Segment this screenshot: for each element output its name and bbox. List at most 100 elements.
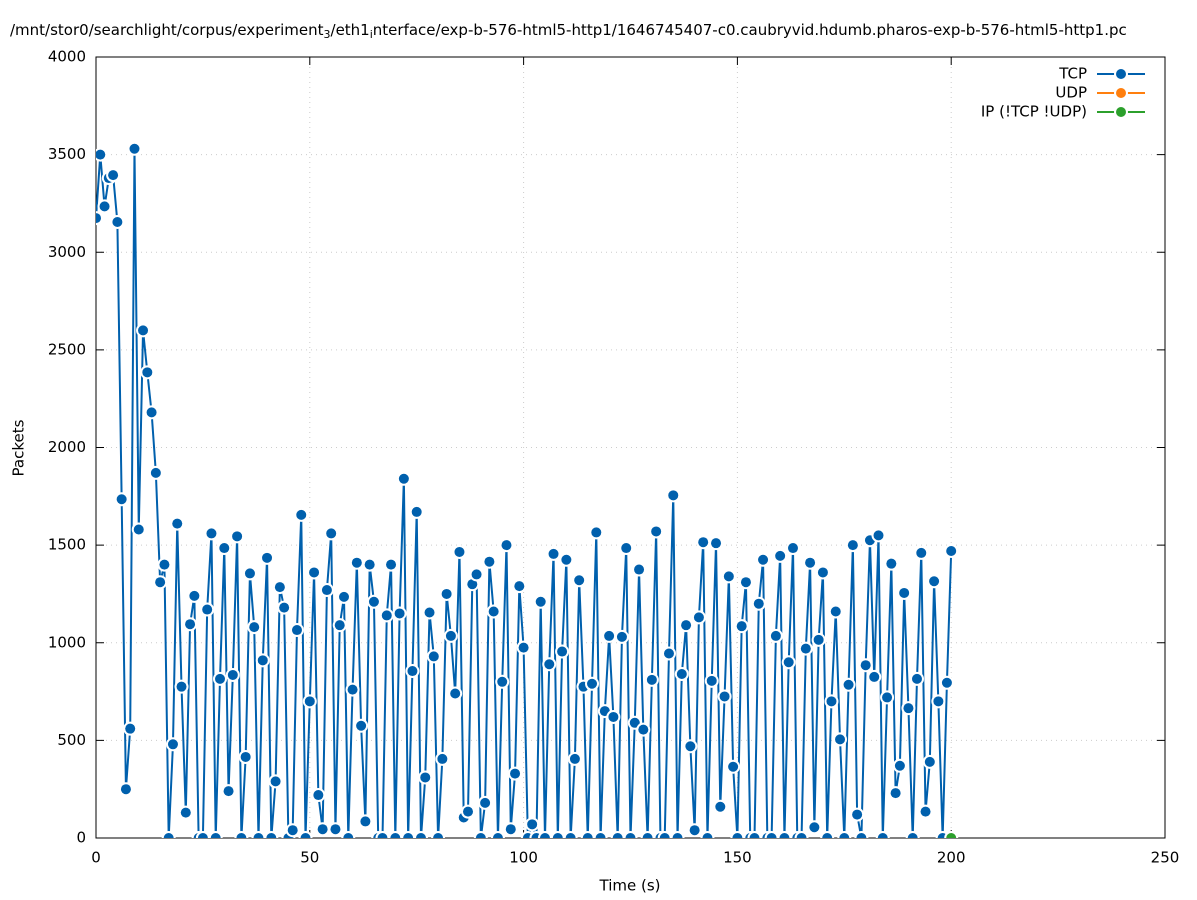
data-point <box>770 630 781 641</box>
data-point <box>894 760 905 771</box>
data-point <box>428 651 439 662</box>
title-part: /eth1 <box>331 21 370 39</box>
data-point <box>753 598 764 609</box>
data-point <box>133 524 144 535</box>
data-point <box>321 585 332 596</box>
x-tick-label: 100 <box>509 849 538 867</box>
data-point <box>129 143 140 154</box>
x-tick-label: 200 <box>937 849 966 867</box>
data-point <box>394 608 405 619</box>
data-point <box>646 674 657 685</box>
data-point <box>860 660 871 671</box>
data-point <box>266 833 277 838</box>
data-point <box>847 540 858 551</box>
y-tick-label: 3500 <box>48 145 86 163</box>
data-point <box>415 833 426 838</box>
data-point <box>916 547 927 558</box>
data-point <box>484 556 495 567</box>
data-point <box>488 606 499 617</box>
data-point <box>604 630 615 641</box>
data-point <box>390 833 401 838</box>
data-point <box>587 678 598 689</box>
legend-label: IP (!TCP !UDP) <box>981 103 1087 121</box>
data-point <box>681 620 692 631</box>
data-point <box>309 567 320 578</box>
y-tick-label: 3000 <box>48 243 86 261</box>
data-point <box>728 761 739 772</box>
data-point <box>582 833 593 838</box>
data-point <box>800 643 811 654</box>
data-point <box>450 688 461 699</box>
title-part: i <box>370 28 373 41</box>
data-point <box>467 579 478 590</box>
data-point <box>240 751 251 762</box>
data-point <box>608 711 619 722</box>
data-point <box>625 833 636 838</box>
data-point <box>749 833 760 838</box>
data-point <box>565 833 576 838</box>
legend-marker <box>1116 88 1126 98</box>
data-point <box>689 825 700 836</box>
data-point <box>882 692 893 703</box>
data-point <box>514 581 525 592</box>
y-tick-label: 4000 <box>48 48 86 66</box>
data-point <box>711 538 722 549</box>
legend-label: TCP <box>1058 65 1087 83</box>
data-point <box>364 559 375 570</box>
data-point <box>732 833 743 838</box>
data-point <box>189 590 200 601</box>
data-point <box>227 669 238 680</box>
x-tick-label: 150 <box>723 849 752 867</box>
data-point <box>706 675 717 686</box>
data-point <box>852 809 863 820</box>
data-point <box>929 576 940 587</box>
data-point <box>471 569 482 580</box>
data-point <box>719 691 730 702</box>
data-point <box>787 543 798 554</box>
data-point <box>629 717 640 728</box>
legend-label: UDP <box>1055 84 1087 102</box>
data-point <box>924 756 935 767</box>
data-point <box>702 833 713 838</box>
data-point <box>223 786 234 797</box>
data-point <box>125 723 136 734</box>
data-point <box>813 634 824 645</box>
data-point <box>907 833 918 838</box>
data-point <box>206 528 217 539</box>
y-tick-label: 0 <box>76 829 86 847</box>
data-point <box>869 671 880 682</box>
data-point <box>219 543 230 554</box>
data-point <box>510 768 521 779</box>
data-point <box>899 587 910 598</box>
data-point <box>163 833 174 838</box>
data-point <box>347 684 358 695</box>
data-point <box>112 216 123 227</box>
data-point <box>138 325 149 336</box>
data-point <box>445 630 456 641</box>
data-point <box>441 588 452 599</box>
data-point <box>698 537 709 548</box>
data-point <box>826 696 837 707</box>
data-point <box>368 596 379 607</box>
data-point <box>659 833 670 838</box>
data-point <box>505 824 516 835</box>
data-point <box>180 807 191 818</box>
data-point <box>548 548 559 559</box>
y-tick-label: 1500 <box>48 536 86 554</box>
data-point <box>497 676 508 687</box>
data-point <box>167 739 178 750</box>
data-point <box>651 526 662 537</box>
data-point <box>539 833 550 838</box>
data-point <box>360 816 371 827</box>
data-point <box>424 607 435 618</box>
data-point <box>817 567 828 578</box>
data-point <box>437 753 448 764</box>
x-tick-label: 0 <box>91 849 101 867</box>
data-point <box>257 655 268 666</box>
data-point <box>185 619 196 630</box>
data-point <box>527 819 538 830</box>
data-point <box>903 703 914 714</box>
data-point <box>569 753 580 764</box>
data-point <box>343 833 354 838</box>
data-point <box>287 825 298 836</box>
